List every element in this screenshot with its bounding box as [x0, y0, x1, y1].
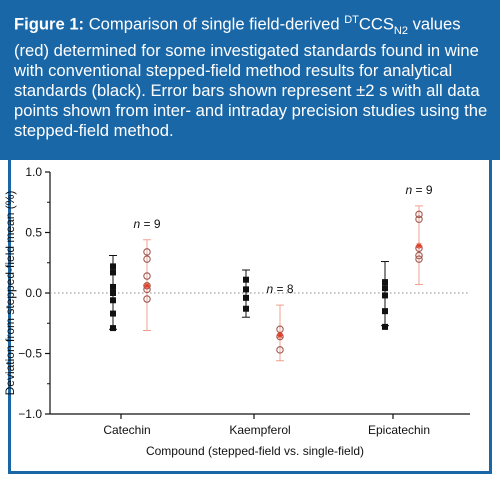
stepped-point	[110, 297, 116, 304]
stepped-point	[382, 292, 388, 299]
single-mean-marker	[277, 332, 283, 339]
y-tick-label: 1.0	[25, 165, 42, 179]
y-tick-label: −0.5	[18, 347, 42, 361]
y-tick-label: −1.0	[18, 407, 42, 421]
y-axis-title: Deviation from stepped-field mean (%)	[3, 191, 17, 396]
single-point	[415, 210, 423, 219]
y-tick-label: 0.5	[25, 226, 42, 240]
single-point	[415, 255, 423, 263]
stepped-point	[110, 263, 116, 270]
n-annotation: n = 9	[405, 183, 432, 197]
chart-marks: n = 9 n = 8 n = 9	[109, 183, 433, 362]
single-mean-marker	[144, 283, 150, 289]
stepped-point	[110, 283, 116, 290]
y-tick-label: 0.0	[25, 286, 42, 300]
stepped-point	[382, 308, 388, 315]
stepped-point	[243, 286, 249, 293]
stepped-point	[243, 294, 249, 301]
caption-sup: DT	[344, 14, 359, 26]
stepped-point	[382, 279, 388, 286]
stepped-point	[110, 310, 116, 317]
x-tick-label: Kaempferol	[229, 423, 290, 437]
x-tick-label: Catechin	[103, 423, 150, 437]
stepped-point	[110, 269, 116, 276]
axes: −1.0 −0.5 0.0 0.5 1.0 Catechin Kaempferol Epica…	[18, 165, 470, 437]
stepped-point	[243, 276, 249, 283]
single-point	[143, 272, 151, 280]
stepped-point	[382, 323, 388, 330]
n-annotation: n = 8	[266, 282, 293, 296]
single-point	[143, 248, 151, 256]
caption-ccs: CCS	[358, 14, 394, 34]
stepped-point	[110, 290, 116, 296]
caption-sub: N2	[393, 24, 408, 37]
x-axis-title: Compound (stepped-field vs. single-field…	[146, 444, 364, 458]
figure-caption: Figure 1: Comparison of single field-der…	[0, 0, 500, 160]
stepped-point	[110, 325, 116, 332]
x-tick-label: Epicatechin	[368, 423, 430, 437]
single-point	[143, 255, 151, 263]
caption-lead: Figure 1:	[14, 14, 85, 34]
stepped-point	[382, 285, 388, 292]
stepped-point	[243, 305, 249, 312]
single-point	[415, 251, 423, 260]
caption-text-b: values (red) determined for some investi…	[14, 14, 488, 140]
single-point	[143, 295, 151, 303]
caption-text-a: Comparison of single field-derived	[84, 14, 345, 34]
chart-svg: −1.0 −0.5 0.0 0.5 1.0 Catechin Kaempferol Epica…	[3, 165, 470, 458]
single-mean-marker	[416, 243, 422, 249]
n-annotation: n = 9	[133, 217, 160, 231]
single-point	[415, 215, 423, 223]
single-point	[276, 346, 284, 354]
